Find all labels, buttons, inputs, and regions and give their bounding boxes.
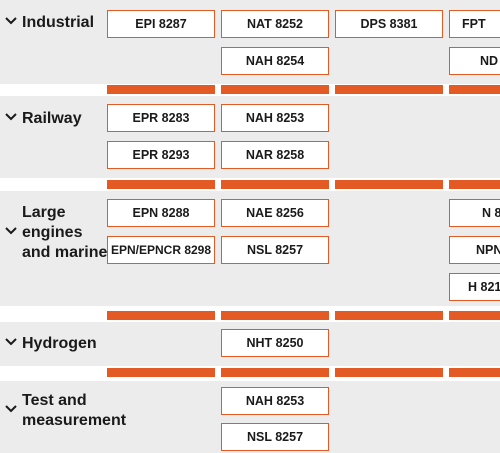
divider-bar — [221, 368, 329, 377]
product-button[interactable]: EPI 8287 — [107, 10, 215, 38]
product-button[interactable]: NAH 8253 — [221, 387, 329, 415]
product-button[interactable]: NAT 8252 — [221, 10, 329, 38]
chevron-down-icon — [0, 203, 22, 235]
chevron-down-icon — [0, 109, 22, 121]
product-button[interactable]: NAH 8254 — [221, 47, 329, 75]
product-button[interactable]: NHT 8250 — [221, 329, 329, 357]
product-button[interactable]: DPS 8381 — [335, 10, 443, 38]
category-label-line: and marine — [22, 244, 108, 261]
category-large-engines-toggle[interactable]: Large engines and marine — [0, 203, 107, 263]
divider-bar — [335, 311, 443, 320]
product-button[interactable]: NAH 8253 — [221, 104, 329, 132]
section-railway: Railway EPR 8283 NAH 8253 EPR 8293 NAR 8… — [0, 96, 500, 178]
category-label-line: engines — [22, 224, 83, 241]
divider-bar — [107, 85, 215, 94]
product-button[interactable]: NSL 8257 — [221, 236, 329, 264]
category-label: Large engines and marine — [22, 203, 107, 263]
section-large-engines-marine: Large engines and marine EPN 8288 NAE 82… — [0, 191, 500, 306]
divider-bar — [449, 85, 500, 94]
product-button[interactable]: N 8 — [449, 199, 500, 227]
product-button[interactable]: NAR 8258 — [221, 141, 329, 169]
divider-bar — [335, 85, 443, 94]
divider-bar — [335, 368, 443, 377]
chevron-down-icon — [0, 334, 22, 346]
category-label: Industrial — [22, 14, 95, 31]
divider-bar — [221, 180, 329, 189]
section-test-measurement: Test and measurement NAH 8253 NSL 8257 — [0, 381, 500, 453]
product-button[interactable]: NAE 8256 — [221, 199, 329, 227]
product-button[interactable]: NPN — [449, 236, 500, 264]
product-button[interactable]: EPN/EPNCR 8298 — [107, 236, 215, 264]
category-label: Hydrogen — [22, 335, 97, 352]
section-hydrogen: Hydrogen NHT 8250 — [0, 322, 500, 366]
chevron-down-icon — [0, 13, 22, 25]
divider-bar — [449, 368, 500, 377]
product-button[interactable]: FPT — [449, 10, 500, 38]
divider-bar — [107, 311, 215, 320]
category-label: Railway — [22, 110, 82, 127]
product-button[interactable]: ND — [449, 47, 500, 75]
divider-bar — [221, 311, 329, 320]
product-button[interactable]: EPR 8283 — [107, 104, 215, 132]
product-button[interactable]: EPN 8288 — [107, 199, 215, 227]
category-industrial-toggle[interactable]: Industrial — [0, 13, 94, 33]
product-button[interactable]: NSL 8257 — [221, 423, 329, 451]
divider-bar — [335, 180, 443, 189]
product-button[interactable]: EPR 8293 — [107, 141, 215, 169]
category-hydrogen-toggle[interactable]: Hydrogen — [0, 334, 97, 354]
category-label-line: Large — [22, 204, 66, 221]
product-button[interactable]: H 821 — [449, 273, 500, 301]
section-industrial: Industrial EPI 8287 NAT 8252 DPS 8381 FP… — [0, 0, 500, 84]
chevron-down-icon — [0, 391, 22, 413]
category-label: Test and measurement — [22, 391, 126, 431]
divider-bar — [107, 180, 215, 189]
divider-bar — [221, 85, 329, 94]
category-test-measurement-toggle[interactable]: Test and measurement — [0, 391, 126, 431]
category-label-line: Test and — [22, 392, 87, 409]
category-label-line: measurement — [22, 412, 127, 429]
divider-bar — [449, 311, 500, 320]
category-railway-toggle[interactable]: Railway — [0, 109, 82, 129]
divider-bar — [449, 180, 500, 189]
divider-bar — [107, 368, 215, 377]
